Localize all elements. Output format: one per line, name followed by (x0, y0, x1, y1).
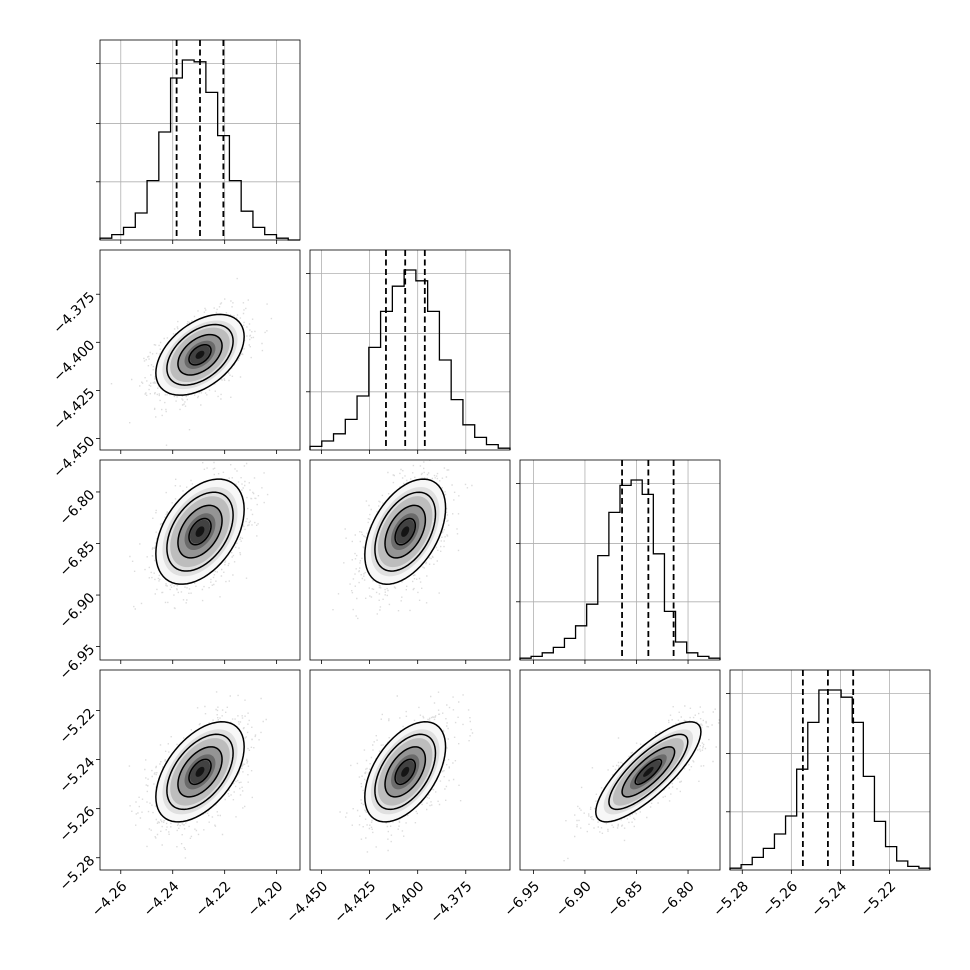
panel-frame (309, 669, 511, 871)
contour-4 (155, 313, 245, 396)
y-tick-label: −5.22 (57, 705, 99, 747)
y-tick-label: −5.26 (57, 804, 99, 846)
histogram-1 (99, 59, 300, 241)
scatter-area (339, 691, 474, 853)
contour-2 (384, 746, 427, 798)
scatter-area (332, 460, 473, 620)
contour-3 (608, 733, 689, 811)
contour-1 (634, 758, 663, 786)
hist-panel-1 (96, 39, 301, 244)
y-tick-label: −5.28 (57, 853, 99, 895)
hist-frame (309, 249, 511, 451)
contour-3 (166, 733, 234, 811)
x-tick-label: −4.400 (379, 878, 427, 926)
y-tick-label: −6.85 (57, 538, 99, 580)
contour-1 (188, 517, 212, 546)
contour-2 (384, 504, 427, 559)
corr-panel-4-1: −4.26 −4.24 −4.22 −4.20 −5.28 −5.26 −5.24 −5.22 (57, 669, 301, 920)
x-tick-label: −6.85 (605, 878, 647, 920)
panel-frame (99, 249, 301, 451)
panel-frame (519, 669, 721, 871)
histogram-3 (519, 479, 721, 660)
y-tick-label: −6.80 (57, 487, 99, 529)
scatter-area (129, 461, 269, 610)
y-tick-label: −4.450 (50, 433, 98, 481)
hist-frame (99, 39, 301, 241)
contour-1 (394, 517, 417, 546)
contour-1 (188, 758, 212, 786)
contour-2 (177, 504, 223, 559)
histogram-2 (309, 269, 511, 450)
hist-panel-3 (516, 459, 721, 664)
contour-3 (166, 491, 234, 572)
y-tick-label: −6.95 (57, 642, 99, 684)
density-level (195, 350, 205, 359)
contour-2 (177, 746, 223, 798)
x-tick-label: −4.26 (89, 878, 131, 920)
y-tick-label: −6.90 (57, 590, 99, 632)
contour-4 (364, 478, 447, 585)
density-level (401, 526, 410, 537)
hist-panel-4: −5.28 −5.26 −5.24 −5.22 (710, 669, 931, 920)
scatter-area (110, 277, 273, 446)
contour-4 (364, 721, 447, 823)
contour-3 (374, 733, 437, 811)
x-tick-label: −5.28 (710, 878, 752, 920)
contour-3 (166, 323, 234, 386)
density-level (195, 526, 205, 537)
y-tick-label: −4.425 (50, 385, 98, 433)
corr-panel-2-1: −4.450−4.425−4.400−4.375 (50, 249, 301, 481)
y-tick-label: −5.24 (57, 754, 99, 796)
density-level (643, 766, 654, 777)
y-tick-label: −4.400 (50, 337, 98, 385)
contour-2 (177, 333, 223, 376)
y-tick-label: −4.375 (50, 289, 98, 337)
contour-1 (394, 758, 417, 786)
x-tick-label: −4.24 (141, 878, 183, 920)
corr-panel-4-2: −4.450 −4.425 −4.400 −4.375 (283, 669, 511, 926)
x-tick-label: −6.95 (502, 878, 544, 920)
x-tick-label: −4.425 (331, 878, 379, 926)
contour-4 (595, 721, 702, 823)
scatter-area (128, 691, 267, 859)
scatter-points (339, 691, 474, 853)
corr-panel-3-1: −6.95 −6.90 −6.85 −6.80 (57, 459, 301, 684)
contour-4 (155, 478, 245, 585)
x-tick-label: −4.20 (245, 878, 287, 920)
hist-frame (519, 459, 721, 661)
contour-4 (155, 721, 245, 823)
hist-panel-2 (306, 249, 511, 454)
x-tick-label: −5.26 (759, 878, 801, 920)
x-tick-label: −6.90 (553, 878, 595, 920)
x-tick-label: −5.24 (809, 878, 851, 920)
contour-1 (188, 343, 212, 366)
contour-3 (374, 491, 437, 572)
panel-frame (99, 459, 301, 661)
panel-frame (309, 459, 511, 661)
density-level (401, 766, 410, 777)
x-tick-label: −5.22 (858, 878, 900, 920)
scatter-area (563, 705, 720, 862)
density-level (195, 766, 205, 777)
x-tick-label: −4.22 (193, 878, 235, 920)
x-tick-label: −4.450 (283, 878, 331, 926)
corr-panel-3-2 (309, 459, 511, 664)
x-tick-label: −6.80 (656, 878, 698, 920)
x-tick-label: −4.375 (428, 878, 476, 926)
panel-frame (99, 669, 301, 871)
hist-frame (729, 669, 931, 871)
corr-panel-4-3: −6.95 −6.90 −6.85 −6.80 (502, 669, 721, 920)
contour-2 (621, 746, 676, 798)
histogram-4 (729, 689, 931, 870)
